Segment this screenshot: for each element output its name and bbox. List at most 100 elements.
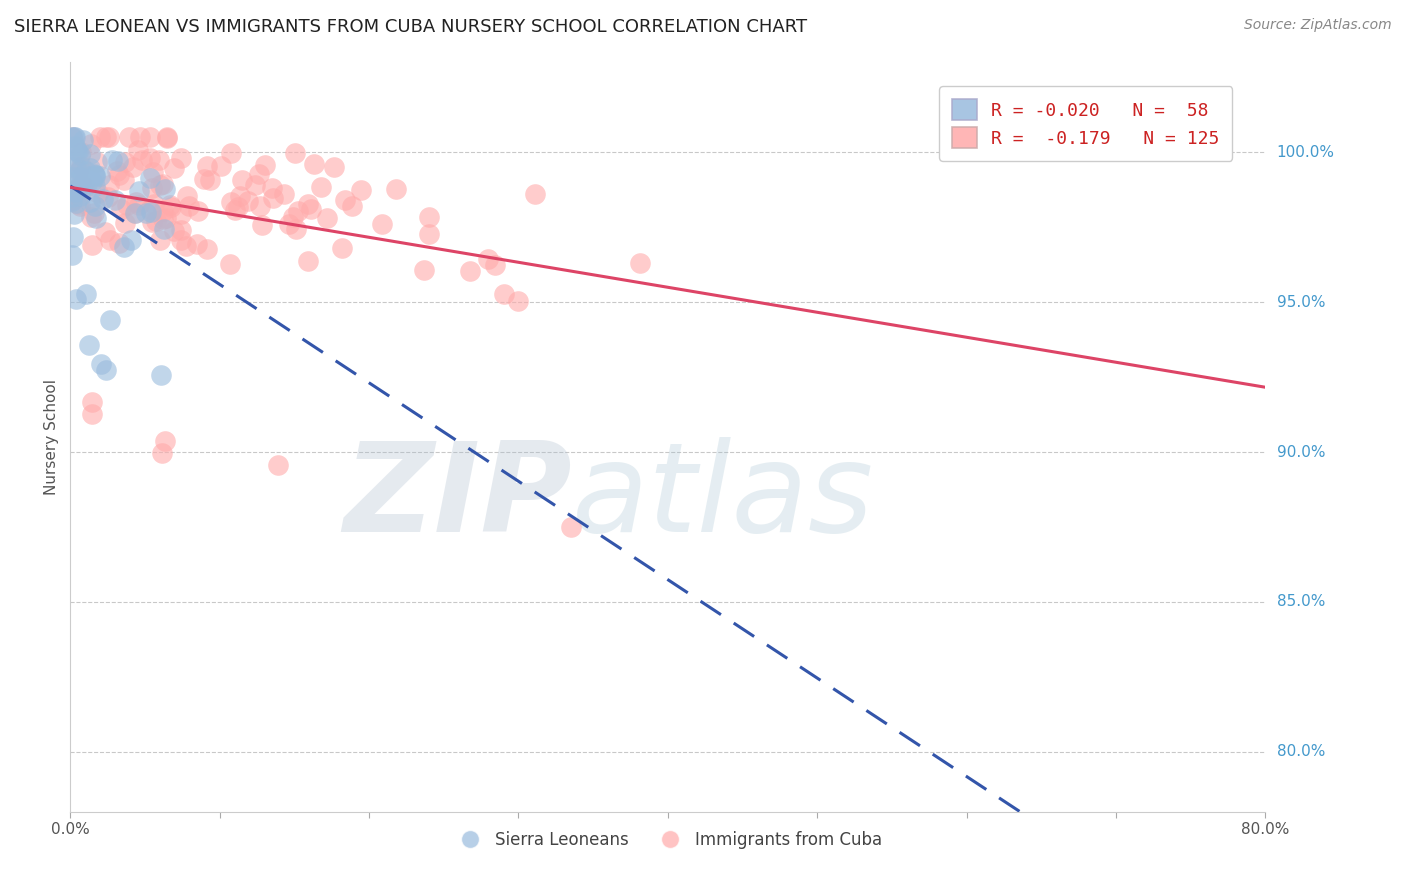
Point — [107, 154, 129, 169]
Text: 100.0%: 100.0% — [1277, 145, 1334, 160]
Point — [128, 185, 150, 199]
Point — [63, 183, 86, 197]
Point — [177, 199, 200, 213]
Point — [62, 169, 84, 184]
Point — [156, 131, 179, 145]
Point — [297, 254, 319, 268]
Point — [84, 168, 107, 182]
Point — [60, 248, 83, 262]
Point — [153, 434, 176, 448]
Point — [155, 211, 177, 226]
Point — [89, 130, 111, 145]
Point — [139, 130, 162, 145]
Point — [145, 214, 167, 228]
Point — [60, 130, 83, 145]
Point — [60, 194, 83, 208]
Point — [170, 233, 193, 247]
Point — [77, 338, 100, 352]
Point — [127, 143, 149, 157]
Point — [60, 194, 83, 208]
Point — [124, 206, 146, 220]
Point — [229, 188, 252, 202]
Point — [65, 130, 87, 145]
Point — [297, 197, 319, 211]
Point — [63, 139, 86, 153]
Point — [219, 258, 242, 272]
Text: 80.0%: 80.0% — [1277, 744, 1324, 759]
Point — [193, 172, 215, 186]
Point — [115, 198, 138, 212]
Point — [262, 180, 284, 194]
Point — [75, 287, 97, 301]
Point — [114, 155, 136, 169]
Point — [112, 240, 135, 254]
Point — [73, 180, 96, 194]
Point — [107, 168, 129, 182]
Point — [80, 173, 103, 187]
Point — [83, 199, 105, 213]
Point — [65, 182, 87, 196]
Point — [80, 136, 103, 151]
Point — [139, 171, 162, 186]
Point — [187, 204, 209, 219]
Point — [83, 169, 105, 183]
Point — [79, 161, 101, 175]
Point — [128, 197, 150, 211]
Point — [65, 161, 87, 175]
Point — [94, 363, 117, 377]
Point — [90, 357, 112, 371]
Point — [70, 160, 93, 174]
Point — [69, 169, 91, 184]
Point — [492, 287, 515, 301]
Point — [149, 368, 172, 382]
Point — [125, 195, 148, 210]
Point — [170, 152, 193, 166]
Point — [163, 161, 186, 175]
Point — [63, 206, 86, 220]
Point — [80, 394, 103, 409]
Point — [60, 160, 83, 174]
Point — [63, 185, 86, 199]
Point — [67, 163, 90, 178]
Point — [65, 178, 87, 193]
Point — [316, 211, 339, 225]
Point — [89, 169, 111, 184]
Point — [84, 178, 107, 193]
Point — [170, 207, 193, 221]
Point — [131, 153, 153, 168]
Text: Source: ZipAtlas.com: Source: ZipAtlas.com — [1244, 18, 1392, 32]
Point — [219, 194, 242, 209]
Point — [418, 210, 440, 224]
Point — [76, 177, 98, 191]
Point — [83, 206, 105, 220]
Point — [413, 263, 436, 277]
Point — [142, 197, 165, 211]
Point — [159, 198, 181, 212]
Point — [86, 154, 108, 169]
Point — [273, 187, 295, 202]
Point — [70, 145, 93, 159]
Point — [65, 196, 87, 211]
Point — [153, 182, 176, 196]
Point — [65, 292, 87, 306]
Point — [253, 158, 276, 172]
Point — [302, 157, 325, 171]
Point — [114, 216, 136, 230]
Point — [122, 160, 145, 174]
Point — [252, 219, 274, 233]
Point — [80, 211, 103, 225]
Point — [176, 188, 198, 202]
Point — [247, 167, 270, 181]
Legend: Sierra Leoneans, Immigrants from Cuba: Sierra Leoneans, Immigrants from Cuba — [447, 824, 889, 855]
Point — [62, 229, 84, 244]
Point — [262, 191, 284, 205]
Y-axis label: Nursery School: Nursery School — [44, 379, 59, 495]
Point — [62, 130, 84, 145]
Point — [249, 199, 271, 213]
Point — [209, 159, 232, 173]
Point — [153, 221, 176, 235]
Point — [142, 165, 165, 179]
Point — [84, 211, 107, 225]
Point — [72, 133, 94, 147]
Point — [226, 200, 249, 214]
